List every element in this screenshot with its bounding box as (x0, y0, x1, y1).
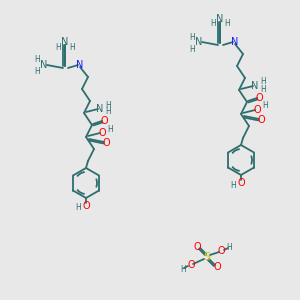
Text: O: O (255, 93, 263, 103)
Text: O: O (82, 201, 90, 211)
Text: H: H (262, 101, 268, 110)
Text: O: O (253, 105, 261, 115)
Text: N: N (251, 81, 259, 91)
Text: H: H (189, 32, 195, 41)
Text: H: H (34, 68, 40, 76)
Text: N: N (231, 37, 239, 47)
Text: H: H (226, 242, 232, 251)
Text: H: H (75, 203, 81, 212)
Text: H: H (34, 56, 40, 64)
Text: O: O (102, 138, 110, 148)
Text: H: H (105, 100, 111, 109)
Text: O: O (237, 178, 245, 188)
Text: O: O (187, 260, 195, 270)
Text: H: H (210, 20, 216, 28)
Text: O: O (98, 128, 106, 138)
Text: H: H (105, 107, 111, 116)
Text: O: O (100, 116, 108, 126)
Text: H: H (107, 124, 113, 134)
Text: H: H (55, 43, 61, 52)
Text: H: H (69, 43, 75, 52)
Text: H: H (260, 85, 266, 94)
Text: S: S (203, 252, 211, 262)
Text: H: H (260, 77, 266, 86)
Text: N: N (195, 37, 203, 47)
Text: O: O (217, 246, 225, 256)
Text: N: N (96, 104, 104, 114)
Text: N: N (40, 60, 48, 70)
Text: N: N (76, 60, 84, 70)
Text: H: H (230, 181, 236, 190)
Text: H: H (180, 265, 186, 274)
Text: N: N (216, 14, 224, 24)
Text: O: O (213, 262, 221, 272)
Text: O: O (193, 242, 201, 252)
Text: N: N (61, 37, 69, 47)
Text: H: H (224, 20, 230, 28)
Text: O: O (257, 115, 265, 125)
Text: H: H (189, 44, 195, 53)
